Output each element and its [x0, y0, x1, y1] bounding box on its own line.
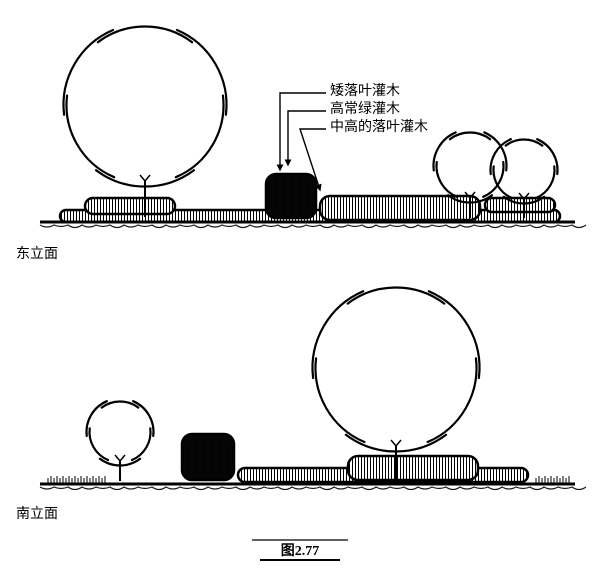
- low-shrub-0: [85, 198, 175, 214]
- south: 南立面: [16, 288, 586, 522]
- legend-item-2: 中高的落叶灌木: [330, 118, 428, 135]
- tall-evergreen: [266, 174, 316, 218]
- legend-leader-1: [288, 111, 326, 165]
- low-shrub-1: [485, 198, 555, 212]
- pair-tree-1: [491, 139, 558, 203]
- legend-leader-0: [280, 93, 326, 170]
- tall-evergreen: [182, 434, 234, 480]
- big-tree-crown: [64, 26, 227, 186]
- mid-shrub-band-2: [348, 456, 478, 480]
- legend-item-0: 矮落叶灌木: [330, 83, 400, 99]
- pair-tree-0: [434, 132, 507, 202]
- east-label: 东立面: [16, 246, 58, 262]
- legend-item-1: 高常绿灌木: [330, 100, 400, 117]
- figure-caption: 图2.77: [281, 543, 320, 559]
- small-tree-crown: [87, 401, 154, 465]
- big-tree-crown: [313, 288, 480, 452]
- east: 东立面: [16, 26, 586, 262]
- south-label: 南立面: [16, 506, 58, 522]
